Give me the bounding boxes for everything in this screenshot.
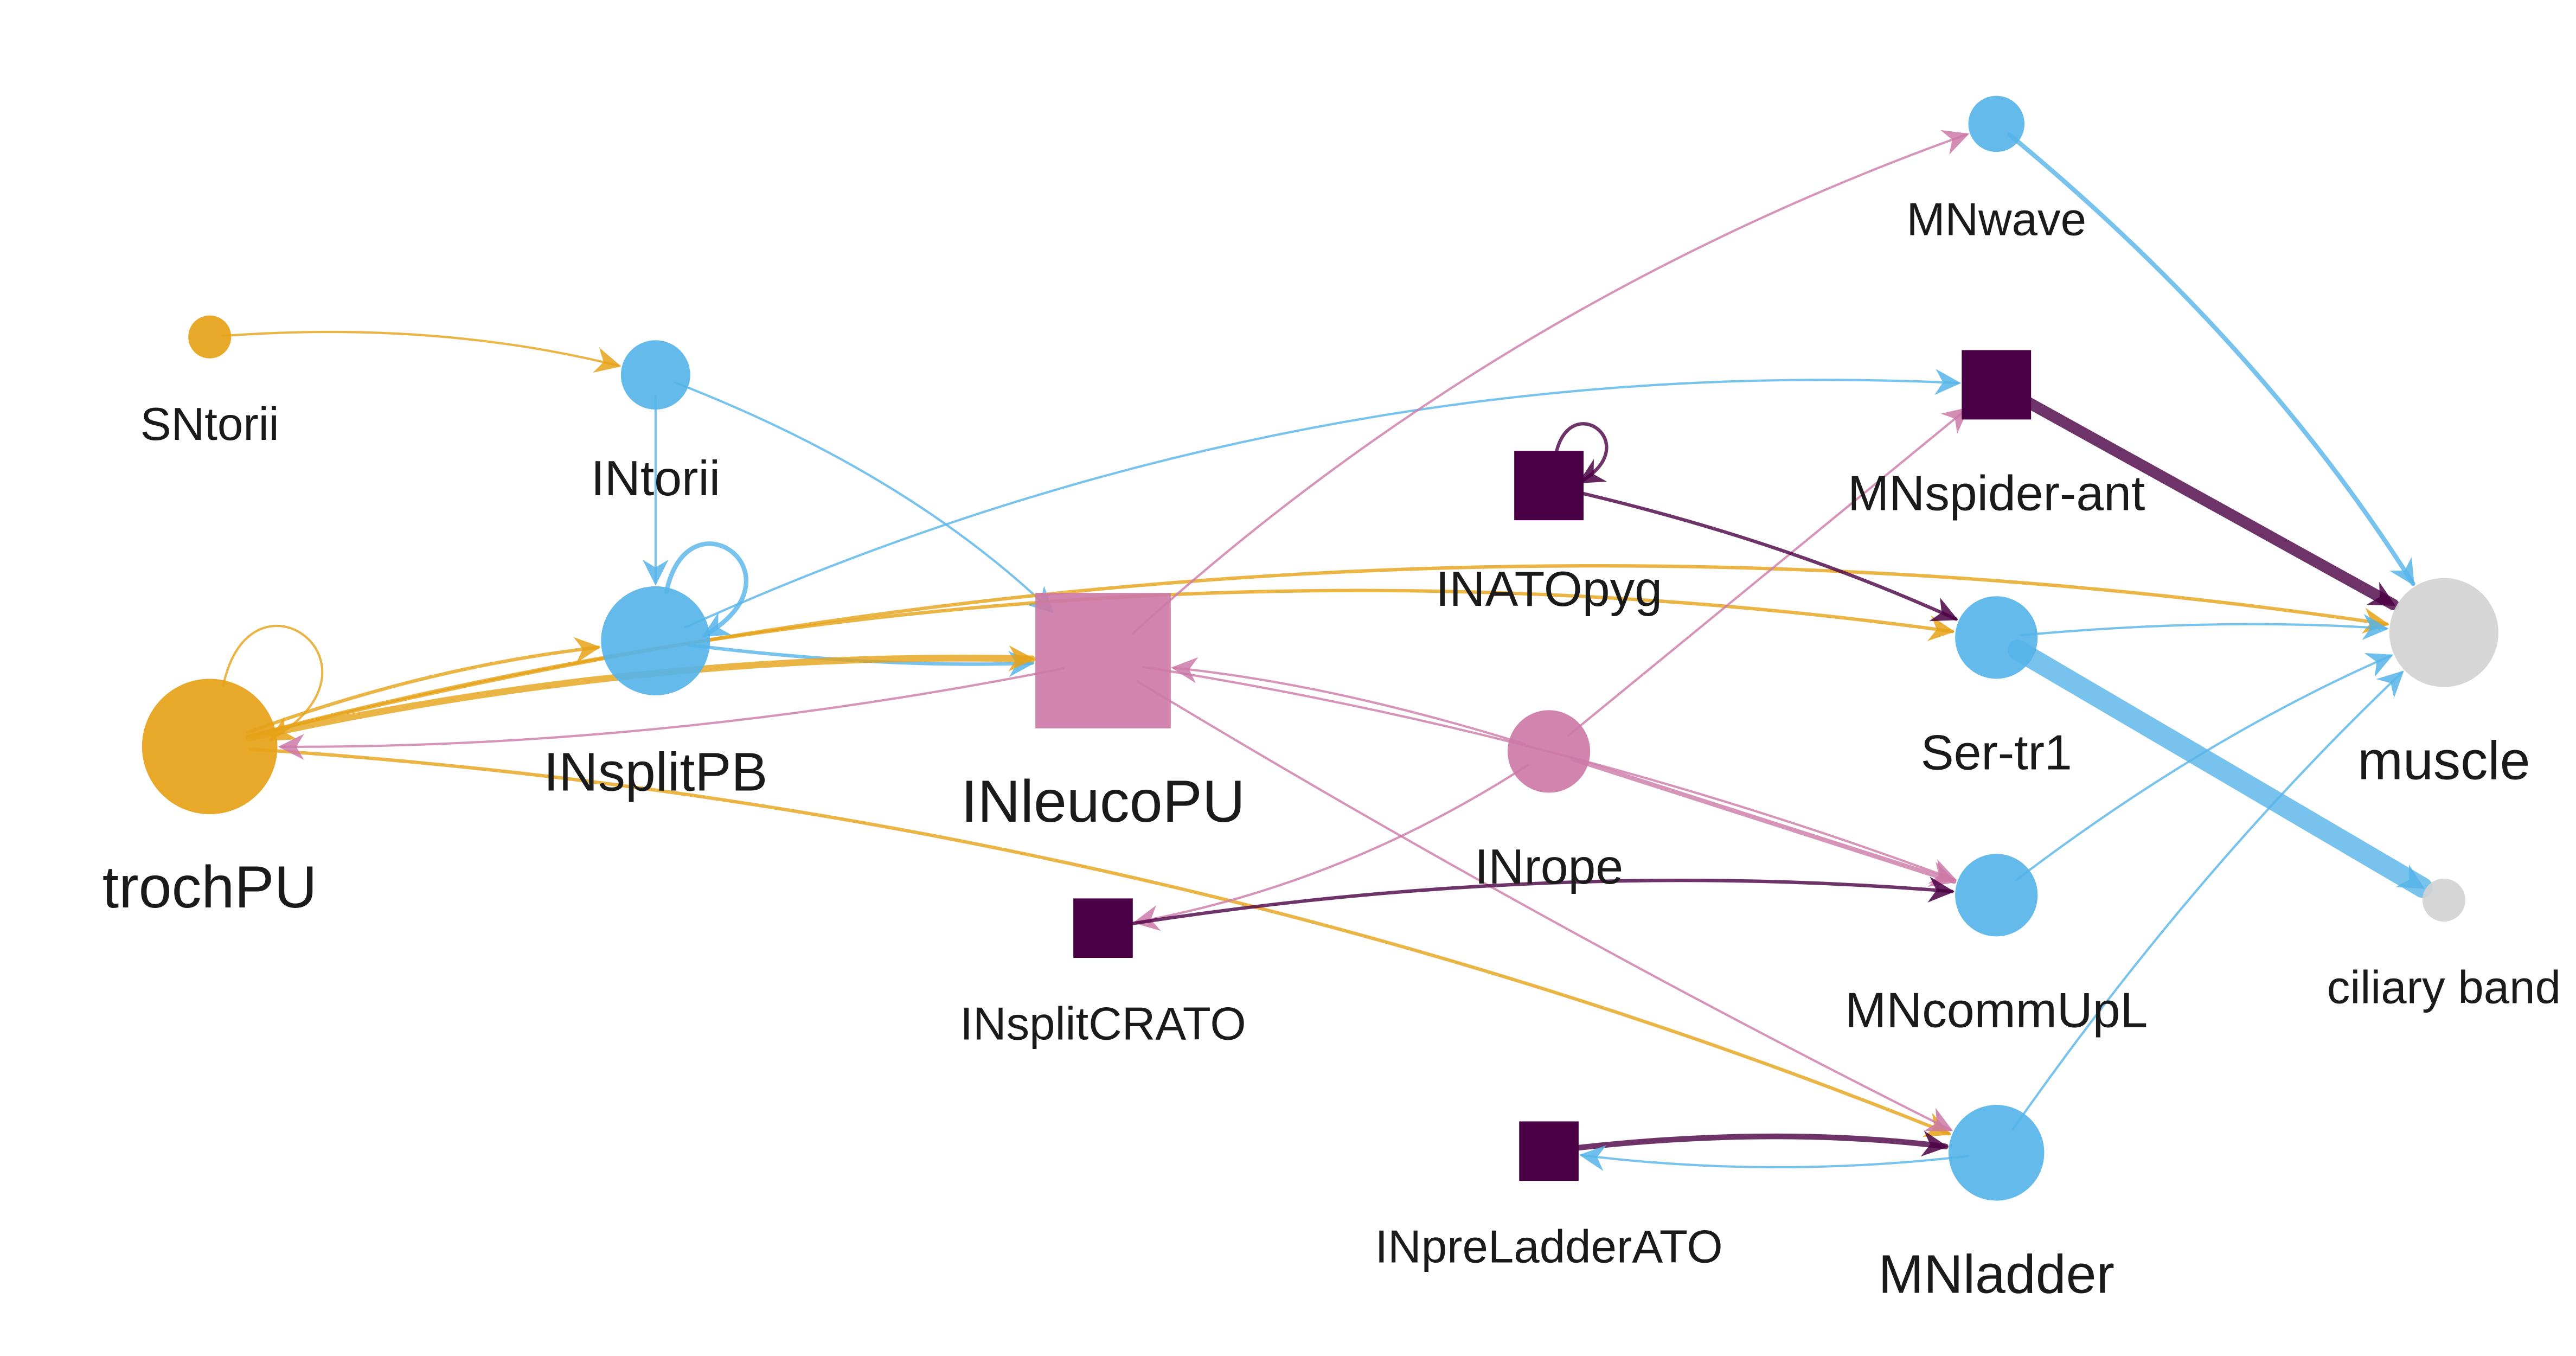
node-label-trochpu: trochPU <box>102 854 317 920</box>
node-label-insplitcrato: INsplitCRATO <box>960 998 1246 1050</box>
node-ser-tr1[interactable] <box>1955 596 2038 679</box>
edge-mnspider-ant-to-muscle <box>2009 389 2399 611</box>
node-label-mnladder: MNladder <box>1878 1244 2114 1304</box>
edge-inleucopu-to-mnladder <box>1136 680 1953 1131</box>
node-mnwave[interactable] <box>1968 95 2025 152</box>
edge-insplitpb-to-insplitpb <box>664 541 749 638</box>
node-mncommupl[interactable] <box>1955 854 2038 937</box>
edge-mnladder-to-muscle <box>2011 670 2404 1131</box>
node-ciliary-band[interactable] <box>2422 878 2465 922</box>
node-inatopyg[interactable] <box>1514 451 1584 521</box>
node-label-inatopyg: INATOpyg <box>1436 561 1662 617</box>
node-label-mnwave: MNwave <box>1906 194 2086 246</box>
nodes-layer <box>142 95 2498 1201</box>
node-label-muscle: muscle <box>2357 730 2530 791</box>
edge-inleucopu-to-mnwave <box>1132 130 1970 635</box>
node-label-mnspider-ant: MNspider-ant <box>1848 466 2145 521</box>
edge-insplitpb-to-mnspider-ant <box>684 369 1962 629</box>
node-label-inrope: INrope <box>1475 839 1623 894</box>
edge-trochpu-to-muscle <box>247 564 2389 739</box>
edge-inrope-to-inleucopu <box>1171 657 1527 745</box>
edge-inpreladderato-to-mnladder <box>1563 1130 1949 1157</box>
node-sntorii[interactable] <box>188 315 232 359</box>
node-inrope[interactable] <box>1507 710 1591 793</box>
node-label-ciliary-band: ciliary band <box>2327 962 2561 1013</box>
edge-trochpu-to-trochpu <box>222 624 324 741</box>
edge-mncommupl-to-muscle <box>2015 653 2394 881</box>
edge-inatopyg-to-ser-tr1 <box>1567 488 1958 622</box>
node-insplitpb[interactable] <box>601 586 710 695</box>
node-label-intorii: INtorii <box>591 451 721 506</box>
labels-layer: SNtorii INtorii INsplitPB trochPU INleucoPU I… <box>102 194 2561 1305</box>
edge-inatopyg-to-inatopyg <box>1554 422 1609 484</box>
edge-inrope-to-mncommupl <box>1570 757 1957 887</box>
edge-inrope-to-mnspider-ant <box>1567 407 1969 737</box>
node-mnspider-ant[interactable] <box>1962 350 2032 420</box>
node-label-ser-tr1: Ser-tr1 <box>1921 725 2072 781</box>
edge-mnwave-to-muscle <box>2007 132 2415 586</box>
node-inpreladderato[interactable] <box>1519 1121 1579 1181</box>
node-intorii[interactable] <box>620 340 690 410</box>
edge-ser-tr1-to-ciliary-band <box>2007 639 2433 898</box>
node-label-inleucopu: INleucoPU <box>961 769 1245 835</box>
edge-ser-tr1-to-muscle <box>2020 613 2389 640</box>
edge-trochpu-to-insplitpb <box>246 637 601 734</box>
edge-insplitcrato-to-mncommupl <box>1119 877 1955 928</box>
node-label-sntorii: SNtorii <box>140 399 279 450</box>
edge-trochpu-to-mnladder <box>248 747 1952 1137</box>
node-label-insplitpb: INsplitPB <box>543 742 767 803</box>
edge-inrope-to-insplitcrato <box>1133 764 1529 931</box>
edge-sntorii-to-intorii <box>221 330 621 373</box>
node-inleucopu[interactable] <box>1035 593 1171 728</box>
node-label-inpreladderato: INpreLadderATO <box>1375 1221 1722 1272</box>
node-label-mncommupl: MNcommUpL <box>1845 983 2148 1038</box>
node-muscle[interactable] <box>2389 578 2498 687</box>
edges-layer <box>221 130 2433 1171</box>
node-trochpu[interactable] <box>142 679 278 815</box>
edge-intorii-to-inleucopu <box>674 381 1054 613</box>
edge-mnladder-to-inpreladderato <box>1579 1145 1969 1171</box>
edge-inleucopu-to-trochpu <box>278 667 1065 760</box>
node-insplitcrato[interactable] <box>1073 898 1133 958</box>
node-mnladder[interactable] <box>1948 1105 2045 1201</box>
